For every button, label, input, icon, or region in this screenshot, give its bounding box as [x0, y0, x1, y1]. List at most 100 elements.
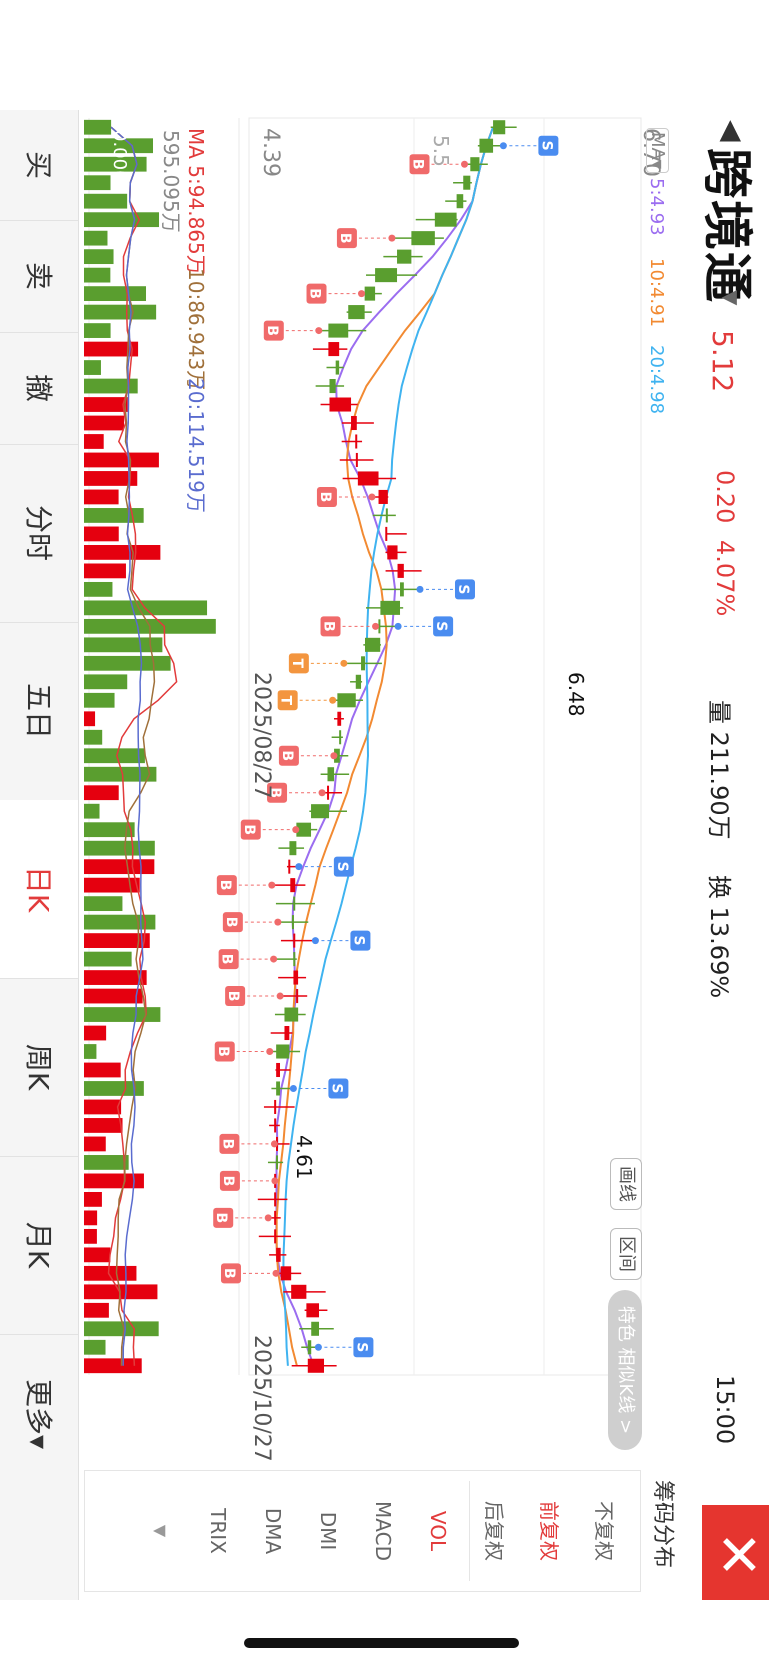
- marker-label: B: [223, 917, 239, 928]
- volume-bar: [83, 896, 123, 912]
- candle-body: [311, 1321, 320, 1336]
- marker-dot: [330, 752, 338, 760]
- backward-adjust-option[interactable]: 后复权: [482, 1501, 506, 1561]
- candle-body: [293, 952, 296, 967]
- candle-body: [364, 637, 381, 652]
- volume-bar: [83, 452, 159, 468]
- marker-dot: [329, 696, 337, 704]
- candle-body: [274, 1210, 277, 1225]
- marker-dot: [368, 493, 376, 501]
- candle-body: [387, 545, 398, 560]
- dma-indicator-option[interactable]: DMA: [261, 1507, 285, 1555]
- candle-body: [327, 767, 335, 782]
- candle-body: [385, 526, 388, 541]
- volume-bar: [83, 748, 145, 764]
- volume-bar: [84, 286, 147, 302]
- macd-indicator-option[interactable]: MACD: [371, 1501, 395, 1561]
- buy-marker: [240, 819, 261, 840]
- tab-monthly-k[interactable]: 月K: [0, 1156, 78, 1335]
- marker-label: S: [350, 936, 366, 946]
- max-annotation: 6.48: [564, 672, 588, 717]
- volume-bar: [84, 859, 155, 875]
- similar-kline-button[interactable]: 特色 相似K线 >: [608, 1290, 642, 1450]
- volume-bar: [83, 508, 144, 523]
- tab-sell[interactable]: 卖: [0, 220, 78, 333]
- draw-line-button[interactable]: 画线: [610, 1158, 642, 1210]
- ma-selector[interactable]: MA▾: [646, 128, 669, 173]
- volume-bar: [84, 156, 147, 172]
- forward-adjust-option[interactable]: 前复权: [537, 1501, 561, 1561]
- home-indicator[interactable]: [244, 1638, 519, 1648]
- tab-weekly-k[interactable]: 周K: [0, 978, 78, 1157]
- volume-bar: [83, 212, 160, 228]
- vol-indicator-option[interactable]: VOL: [426, 1510, 450, 1552]
- marker-dot: [270, 955, 278, 963]
- buy-marker: [225, 986, 246, 1007]
- tab-daily-k[interactable]: 日K: [0, 800, 78, 979]
- marker-dot: [461, 160, 469, 168]
- candle-body: [378, 489, 388, 504]
- tab-intraday[interactable]: 分时: [0, 444, 78, 623]
- tab-cancel[interactable]: 撤: [0, 332, 78, 445]
- no-adjust-option[interactable]: 不复权: [592, 1501, 616, 1561]
- volume-bar: [84, 1007, 161, 1022]
- tab-more[interactable]: 更多▾: [22, 1378, 55, 1450]
- candle-body: [375, 268, 398, 283]
- volume-bar: [84, 933, 150, 948]
- volume-bar: [83, 304, 157, 320]
- marker-label: B: [220, 1176, 236, 1187]
- candle-body: [288, 859, 291, 874]
- more-indicators-icon[interactable]: ▼: [151, 1524, 170, 1538]
- candle-body: [289, 841, 297, 856]
- volume-bar: [83, 766, 157, 782]
- volume-bar: [84, 563, 126, 579]
- tab-buy[interactable]: 买: [0, 110, 78, 221]
- volume-bar: [83, 489, 119, 505]
- volume-bar: [84, 545, 161, 560]
- marker-label: B: [217, 880, 233, 891]
- candle-body: [307, 1340, 312, 1355]
- price-mid-label: 5.5: [429, 135, 453, 167]
- volume-bar: [83, 341, 139, 357]
- dmi-indicator-option[interactable]: DMI: [316, 1511, 340, 1551]
- marker-dot: [388, 234, 396, 242]
- volume-bar: [83, 119, 112, 135]
- buy-marker: [278, 745, 299, 766]
- candle-body: [479, 138, 494, 153]
- volume-bar: [83, 1044, 97, 1059]
- volume-bar: [83, 1062, 121, 1078]
- trix-indicator-option[interactable]: TRIX: [206, 1508, 230, 1554]
- ma20-legend: 20:4.98: [646, 345, 667, 415]
- candle-body: [293, 970, 299, 985]
- volume-bar: [84, 138, 154, 154]
- chip-distribution-button[interactable]: 筹码分布: [650, 1480, 675, 1569]
- sell-marker: [433, 616, 454, 637]
- marker-label: B: [307, 288, 323, 299]
- buy-marker: [336, 228, 357, 249]
- candle-body: [290, 878, 296, 893]
- volume-bar: [83, 1081, 144, 1096]
- trade-markers: B B B B B B B B B B B B B B B B B B S S S S S S S T T: [213, 135, 559, 1358]
- buy-marker: [219, 1133, 240, 1154]
- volume-bar: [84, 877, 140, 893]
- range-button[interactable]: 区间: [610, 1228, 642, 1280]
- marker-label: S: [353, 1342, 369, 1352]
- buy-marker: [213, 1207, 234, 1228]
- buy-marker: [316, 486, 337, 507]
- volume-bar: [83, 970, 147, 985]
- volume-bar: [83, 1228, 97, 1244]
- volume-bar: [83, 1265, 137, 1281]
- volume-bar: [84, 1210, 98, 1226]
- marker-dot: [358, 290, 366, 298]
- min-annotation: 4.61: [292, 1135, 316, 1180]
- volume-ma-line: [110, 126, 144, 1366]
- volume-bars: [83, 119, 216, 1374]
- candle-body: [306, 1303, 320, 1318]
- volume-bar: [84, 526, 119, 542]
- ma-line: [275, 126, 495, 1367]
- candle-body: [456, 194, 464, 209]
- volume-bar: [83, 471, 138, 486]
- tab-five-day[interactable]: 五日: [0, 622, 78, 801]
- buy-marker: [214, 1041, 235, 1062]
